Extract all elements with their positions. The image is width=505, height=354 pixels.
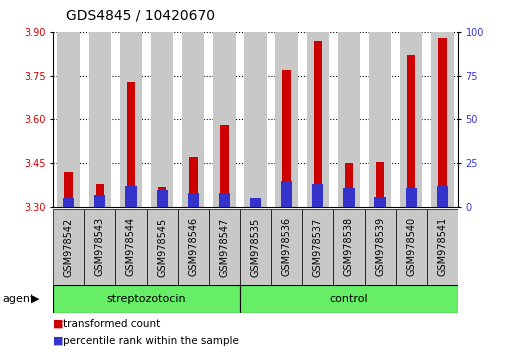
Bar [218,193,230,207]
Text: transformed count: transformed count [63,319,160,329]
Bar [95,184,104,207]
Bar [374,196,385,207]
Text: GSM978545: GSM978545 [157,217,167,276]
Bar [213,32,235,207]
Bar [251,198,259,207]
Text: ■: ■ [53,319,64,329]
Bar [64,172,73,207]
Bar [426,209,457,285]
Bar [177,209,209,285]
Bar [437,38,446,207]
Bar [337,32,360,207]
Bar [63,198,74,207]
Bar [120,32,142,207]
Bar [182,32,204,207]
Bar [280,181,292,207]
Text: GSM978536: GSM978536 [281,217,291,276]
Bar [306,32,328,207]
Text: GSM978547: GSM978547 [219,217,229,276]
Bar [312,184,323,207]
Text: GSM978538: GSM978538 [343,217,353,276]
Bar [88,32,111,207]
Bar [244,32,266,207]
Bar [84,209,115,285]
Bar [271,209,301,285]
Bar [249,198,261,207]
Text: GSM978544: GSM978544 [126,217,136,276]
Bar [115,209,146,285]
Bar [344,163,352,207]
Bar [343,188,354,207]
Bar [405,188,416,207]
Text: GSM978546: GSM978546 [188,217,198,276]
Text: GSM978542: GSM978542 [64,217,74,276]
Bar [364,209,395,285]
Bar [430,32,452,207]
Bar [301,209,333,285]
Text: control: control [329,294,368,304]
Bar [220,125,228,207]
Text: GSM978543: GSM978543 [94,217,105,276]
Bar [368,32,390,207]
Bar [125,186,136,207]
Text: percentile rank within the sample: percentile rank within the sample [63,336,239,346]
Bar [53,285,239,313]
Bar [395,209,426,285]
Text: GSM978540: GSM978540 [406,217,416,276]
Text: ■: ■ [53,336,64,346]
Text: GSM978539: GSM978539 [374,217,384,276]
Bar [126,81,135,207]
Text: GDS4845 / 10420670: GDS4845 / 10420670 [66,9,214,23]
Text: GSM978541: GSM978541 [436,217,446,276]
Bar [406,55,415,207]
Bar [282,70,290,207]
Bar [94,195,105,207]
Bar [53,209,84,285]
Bar [399,32,422,207]
Bar [333,209,364,285]
Text: streptozotocin: streptozotocin [107,294,186,304]
Text: GSM978537: GSM978537 [312,217,322,276]
Text: ▶: ▶ [31,294,40,304]
Bar [187,193,198,207]
Bar [313,41,321,207]
Bar [58,32,80,207]
Bar [150,32,173,207]
Bar [375,162,384,207]
Bar [209,209,239,285]
Bar [146,209,177,285]
Text: GSM978535: GSM978535 [250,217,260,276]
Bar [156,190,167,207]
Bar [436,186,447,207]
Bar [158,187,166,207]
Bar [275,32,297,207]
Text: agent: agent [3,294,35,304]
Bar [239,209,271,285]
Bar [239,285,457,313]
Bar [189,158,197,207]
